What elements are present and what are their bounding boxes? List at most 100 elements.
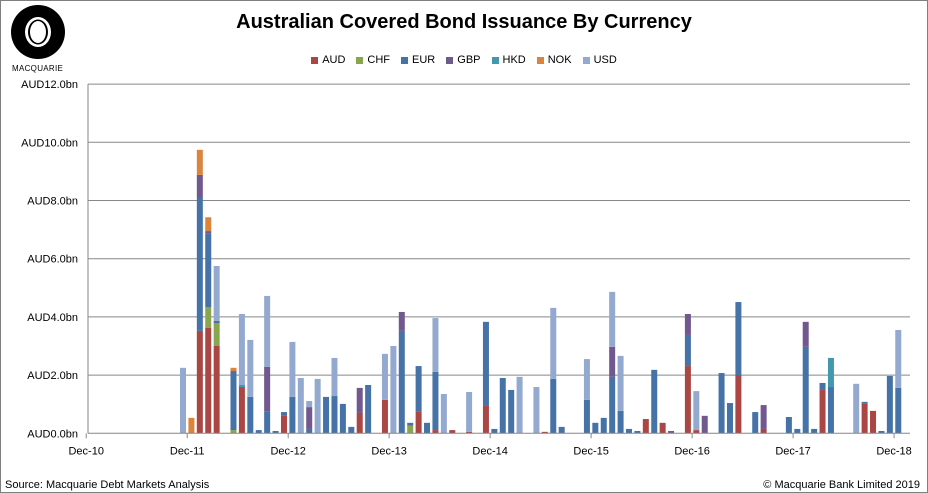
legend-label: USD xyxy=(593,54,617,66)
legend-label: AUD xyxy=(322,54,346,66)
bar-segment-usd xyxy=(306,400,313,408)
bar-segment-usd xyxy=(314,378,321,434)
bar-segment-eur xyxy=(264,411,271,434)
macquarie-logo xyxy=(11,5,65,59)
bar-segment-aud xyxy=(819,389,826,434)
bar-segment-usd xyxy=(205,217,212,218)
bar-segment-eur xyxy=(205,233,212,308)
bar-segment-usd xyxy=(289,341,296,397)
bar-segment-eur xyxy=(886,375,893,434)
bar-segment-gbp xyxy=(196,174,203,198)
bar-segment-aud xyxy=(381,399,388,434)
bar-segment-aud xyxy=(870,410,877,434)
bar-segment-eur xyxy=(272,430,279,434)
copyright-note: © Macquarie Bank Limited 2019 xyxy=(763,479,920,491)
bar-segment-eur xyxy=(196,197,203,331)
bar-segment-aud xyxy=(684,366,691,434)
x-tick-label: Dec-13 xyxy=(371,445,406,457)
legend-item-gbp: GBP xyxy=(446,54,481,66)
bar-segment-gbp xyxy=(205,231,212,234)
bar-segment-eur xyxy=(280,412,287,416)
bar-segment-eur xyxy=(508,389,515,434)
bar-segment-usd xyxy=(617,355,624,411)
bar-segment-eur xyxy=(617,410,624,434)
bar-segment-eur xyxy=(499,378,506,434)
x-tick-label: Dec-18 xyxy=(876,445,911,457)
bar-segment-chf xyxy=(213,323,220,346)
bar-segment-eur xyxy=(407,422,414,426)
x-tick-label: Dec-14 xyxy=(472,445,507,457)
bar-segment-eur xyxy=(819,382,826,390)
legend-item-hkd: HKD xyxy=(491,54,526,66)
bar-segment-aud xyxy=(861,403,868,434)
bar-segment-usd xyxy=(583,359,590,400)
bar-segment-gbp xyxy=(668,430,675,434)
bar-segment-eur xyxy=(718,373,725,434)
bar-segment-eur xyxy=(794,428,801,434)
chart-title: Australian Covered Bond Issuance By Curr… xyxy=(236,11,692,33)
bar-segment-gbp xyxy=(356,387,363,413)
legend-item-chf: CHF xyxy=(356,54,390,66)
bar-segment-usd xyxy=(440,394,447,434)
bar-segment-eur xyxy=(365,384,372,434)
bar-segment-eur xyxy=(609,376,616,434)
bar-segment-aud xyxy=(432,430,439,434)
bar-segment-eur xyxy=(583,399,590,434)
legend-label: GBP xyxy=(457,54,481,66)
legend-item-eur: EUR xyxy=(401,54,435,66)
legend-label: EUR xyxy=(412,54,436,66)
bar-segment-usd xyxy=(609,291,616,347)
legend-swatch xyxy=(356,56,364,64)
bar-segment-eur xyxy=(424,422,431,434)
legend-item-aud: AUD xyxy=(311,54,345,66)
bar-segment-aud xyxy=(642,419,649,434)
bar-segment-gbp xyxy=(609,346,616,377)
bar-segment-aud xyxy=(693,430,700,434)
x-tick-label: Dec-10 xyxy=(68,445,103,457)
bar-segment-eur xyxy=(213,320,220,324)
x-tick-label: Dec-17 xyxy=(775,445,810,457)
bar-segment-eur xyxy=(247,396,254,434)
bar-segment-usd xyxy=(390,346,397,434)
source-note: Source: Macquarie Debt Markets Analysis xyxy=(5,479,210,491)
bar-segment-usd xyxy=(516,376,523,434)
bar-segment-usd xyxy=(238,313,245,385)
bar-segment-gbp xyxy=(398,311,405,331)
bar-segment-aud xyxy=(205,327,212,434)
bar-segment-eur xyxy=(811,428,818,434)
legend-item-usd: USD xyxy=(582,54,617,66)
bar-segment-gbp xyxy=(802,321,809,347)
bar-segment-eur xyxy=(432,371,439,431)
bar-segment-eur xyxy=(634,430,641,434)
y-tick-label: AUD12.0bn xyxy=(21,79,78,91)
x-tick-label: Dec-16 xyxy=(674,445,709,457)
bar-segment-aud xyxy=(280,415,287,434)
bar-segment-usd xyxy=(331,357,338,397)
bar-segment-hkd xyxy=(238,384,245,388)
bar-segment-eur xyxy=(726,403,733,434)
bar-segment-usd xyxy=(533,387,540,434)
bar-segment-eur xyxy=(785,417,792,434)
bar-segment-chf xyxy=(205,307,212,328)
bar-segment-usd xyxy=(381,353,388,400)
bar-segment-nok xyxy=(230,367,237,372)
legend-swatch xyxy=(491,56,499,64)
bar-segment-usd xyxy=(247,339,254,397)
bar-segment-gbp xyxy=(701,415,708,434)
bar-segment-eur xyxy=(482,321,489,406)
bar-segment-eur xyxy=(255,430,262,434)
bar-segment-eur xyxy=(684,334,691,367)
bar-segment-eur xyxy=(625,428,632,434)
bar-segment-gbp xyxy=(264,366,271,412)
legend-label: NOK xyxy=(547,54,572,66)
bar-segment-usd xyxy=(693,391,700,431)
bar-segment-eur xyxy=(752,412,759,434)
bar-segment-nok xyxy=(196,149,203,175)
bar-segment-gbp xyxy=(760,405,767,429)
bar-segment-eur xyxy=(861,401,868,404)
legend-swatch xyxy=(536,56,544,64)
legend-swatch xyxy=(311,56,319,64)
bar-segment-aud xyxy=(415,411,422,434)
legend-item-nok: NOK xyxy=(536,54,572,66)
bar-segment-usd xyxy=(895,329,902,388)
